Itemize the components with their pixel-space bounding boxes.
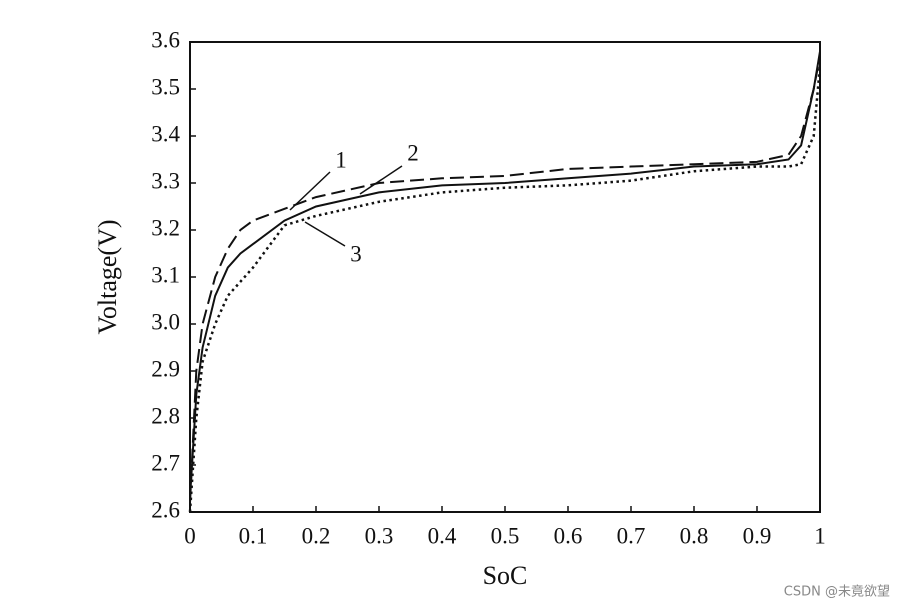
- x-tick-label: 0.8: [680, 523, 709, 548]
- y-tick-label: 3.3: [151, 168, 180, 193]
- x-tick-label: 0.6: [554, 523, 583, 548]
- x-tick-label: 0.2: [302, 523, 331, 548]
- callout-line: [359, 165, 403, 195]
- x-tick-label: 0.5: [491, 523, 520, 548]
- y-tick-label: 3.1: [151, 262, 180, 287]
- y-tick-label: 3.2: [151, 215, 180, 240]
- y-tick-label: 3.6: [151, 27, 180, 52]
- y-tick-label: 2.8: [151, 403, 180, 428]
- y-tick-label: 3.4: [151, 121, 180, 146]
- series-line: [189, 51, 821, 498]
- callout-line: [304, 221, 346, 247]
- x-tick-label: 1: [814, 523, 826, 548]
- y-axis-label: Voltage(V): [93, 219, 122, 334]
- x-tick-label: 0.3: [365, 523, 394, 548]
- x-tick-label: 0.7: [617, 523, 646, 548]
- x-axis-label: SoC: [483, 561, 528, 590]
- y-tick-label: 3.0: [151, 309, 180, 334]
- series-line: [188, 65, 822, 513]
- y-tick-label: 3.5: [151, 74, 180, 99]
- series-label: 2: [407, 140, 419, 165]
- x-tick-label: 0.9: [743, 523, 772, 548]
- series-label: 1: [335, 147, 347, 172]
- x-tick-label: 0.1: [239, 523, 268, 548]
- series-line: [189, 55, 821, 503]
- x-tick-label: 0.4: [428, 523, 457, 548]
- y-tick-label: 2.7: [151, 450, 180, 475]
- watermark: CSDN @未竟欲望: [784, 584, 890, 600]
- plot-frame: [189, 41, 821, 513]
- y-tick-label: 2.9: [151, 356, 180, 381]
- x-tick-label: 0: [184, 523, 196, 548]
- series-label: 3: [350, 241, 362, 266]
- y-tick-label: 2.6: [151, 497, 180, 522]
